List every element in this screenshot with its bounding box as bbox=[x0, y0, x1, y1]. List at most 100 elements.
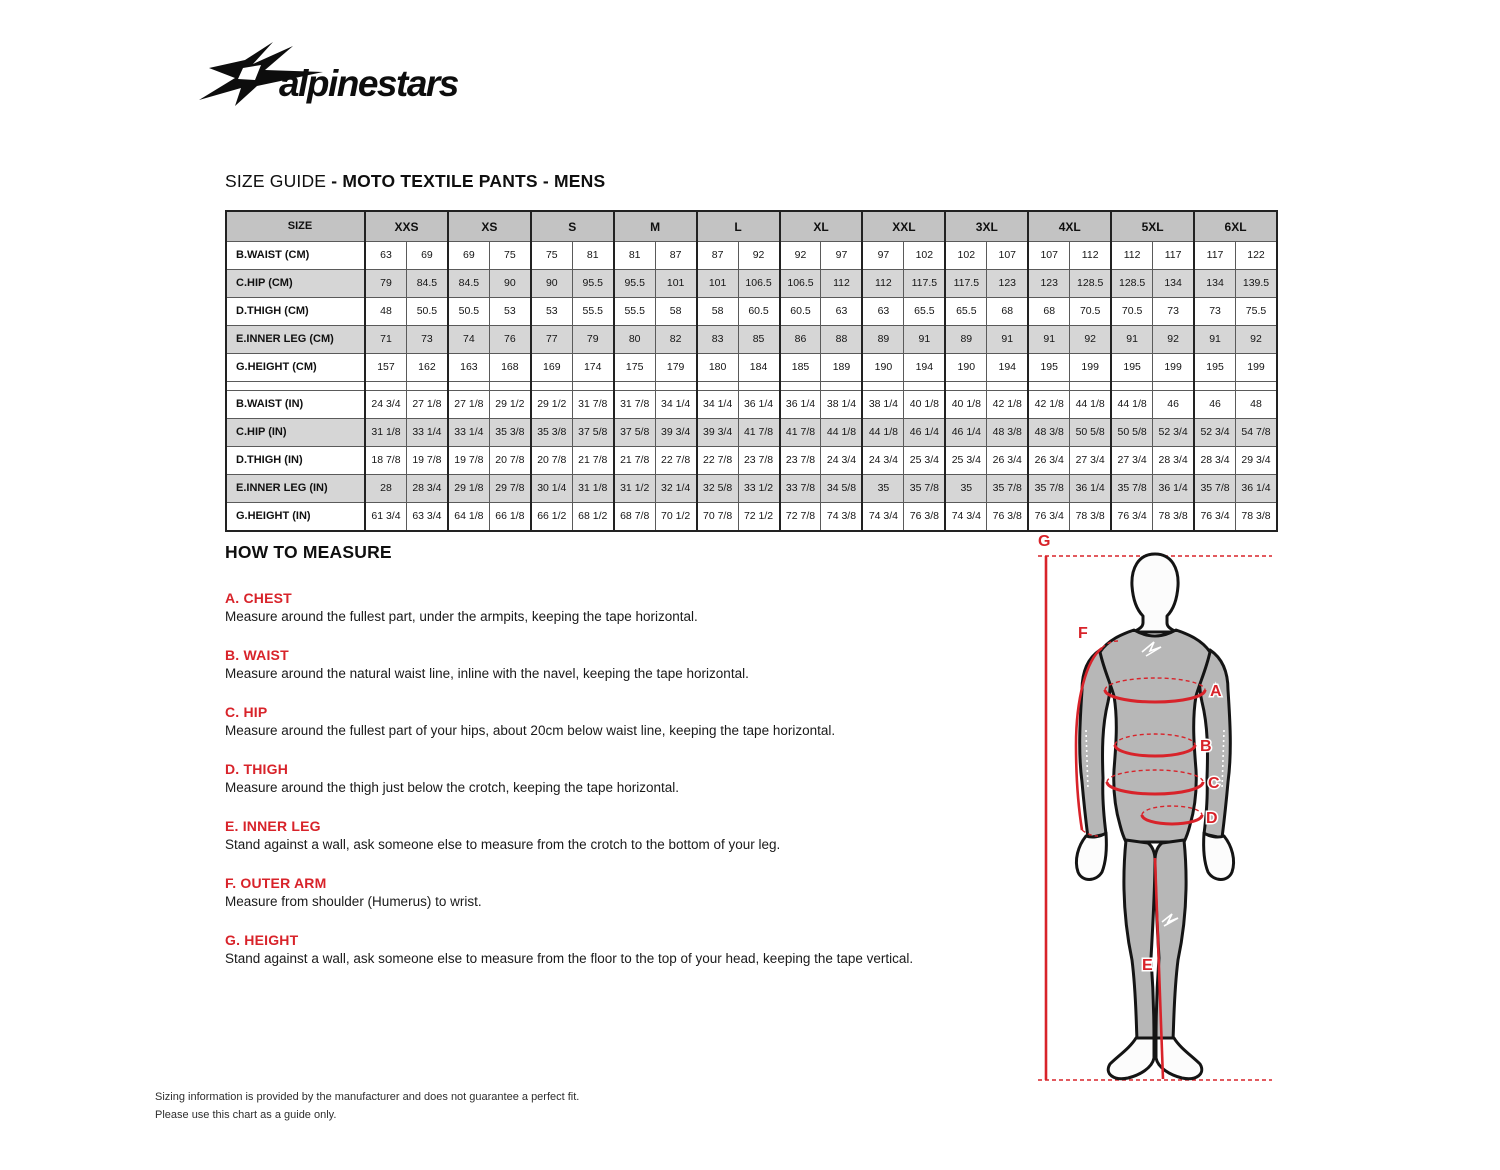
size-cell: 63 3/4 bbox=[405, 502, 449, 532]
size-cell: 122 bbox=[1235, 241, 1278, 270]
size-cell: 61 3/4 bbox=[363, 502, 407, 532]
size-cell: 39 3/4 bbox=[654, 418, 698, 447]
size-cell: 70 7/8 bbox=[695, 502, 739, 532]
how-to-measure-heading: HOW TO MEASURE bbox=[225, 542, 392, 562]
chest-line bbox=[1103, 689, 1207, 704]
size-cell: 74 3/4 bbox=[861, 502, 905, 532]
size-cell: 53 bbox=[488, 297, 532, 326]
size-cell: 39 3/4 bbox=[695, 418, 739, 447]
size-cell: 32 1/4 bbox=[654, 474, 698, 503]
size-cell: 89 bbox=[944, 325, 988, 354]
size-cell: 46 1/4 bbox=[903, 418, 946, 447]
size-cell: 29 1/2 bbox=[529, 390, 573, 419]
label-g: G bbox=[1038, 533, 1050, 550]
size-column-header-s: S bbox=[529, 210, 615, 242]
size-cell: 41 7/8 bbox=[778, 418, 822, 447]
size-cell: 64 1/8 bbox=[446, 502, 490, 532]
size-column-header-xl: XL bbox=[778, 210, 863, 242]
size-cell: 29 1/8 bbox=[446, 474, 490, 503]
left-leg bbox=[1122, 838, 1157, 1042]
size-cell: 76 3/8 bbox=[903, 502, 946, 532]
size-cell: 69 bbox=[405, 241, 449, 270]
size-column-header-5xl: 5XL bbox=[1110, 210, 1195, 242]
size-cell: 128.5 bbox=[1110, 269, 1154, 298]
size-cell: 36 1/4 bbox=[1069, 474, 1112, 503]
size-cell: 78 3/8 bbox=[1069, 502, 1112, 532]
size-cell: 91 bbox=[1193, 325, 1237, 354]
size-cell: 52 3/4 bbox=[1193, 418, 1237, 447]
chest-logo-mark bbox=[1141, 641, 1162, 657]
size-cell: 95.5 bbox=[571, 269, 615, 298]
logo-wordmark: alpinestars bbox=[279, 63, 459, 104]
measure-item-title: F. OUTER ARM bbox=[225, 875, 327, 891]
size-cell: 82 bbox=[654, 325, 698, 354]
measure-item-text: Measure around the natural waist line, i… bbox=[225, 666, 749, 681]
size-cell: 63 bbox=[820, 297, 863, 326]
size-cell: 123 bbox=[986, 269, 1029, 298]
size-cell: 29 7/8 bbox=[488, 474, 532, 503]
page-title: SIZE GUIDE - MOTO TEXTILE PANTS - MENS bbox=[225, 171, 605, 192]
size-cell: 21 7/8 bbox=[571, 446, 615, 475]
size-cell: 139.5 bbox=[1235, 269, 1278, 298]
size-cell: 199 bbox=[1152, 353, 1195, 382]
size-cell: 157 bbox=[363, 353, 407, 382]
size-cell: 76 3/4 bbox=[1193, 502, 1237, 532]
size-cell: 97 bbox=[861, 241, 905, 270]
measure-item-text: Measure from shoulder (Humerus) to wrist… bbox=[225, 894, 482, 909]
measure-item-text: Stand against a wall, ask someone else t… bbox=[225, 951, 914, 966]
size-cell: 75 bbox=[488, 241, 532, 270]
size-cell: 65.5 bbox=[903, 297, 946, 326]
disclaimer: Sizing information is provided by the ma… bbox=[155, 1088, 579, 1124]
size-cell: 40 1/8 bbox=[903, 390, 946, 419]
size-cell: 76 3/4 bbox=[1027, 502, 1071, 532]
size-cell: 70.5 bbox=[1110, 297, 1154, 326]
size-column-header-xs: XS bbox=[446, 210, 532, 242]
size-column-header-xxl: XXL bbox=[861, 210, 946, 242]
size-cell: 81 bbox=[612, 241, 656, 270]
size-cell: 29 3/4 bbox=[1235, 446, 1278, 475]
size-cell: 85 bbox=[737, 325, 781, 354]
size-cell: 112 bbox=[861, 269, 905, 298]
measure-item-title: D. THIGH bbox=[225, 761, 289, 777]
size-cell: 74 3/8 bbox=[820, 502, 863, 532]
size-cell: 123 bbox=[1027, 269, 1071, 298]
measure-item-inner-leg: E. INNER LEG Stand against a wall, ask s… bbox=[225, 818, 1055, 852]
size-cell: 189 bbox=[820, 353, 863, 382]
size-cell: 92 bbox=[737, 241, 781, 270]
size-cell: 84.5 bbox=[446, 269, 490, 298]
title-product: - MOTO TEXTILE PANTS - MENS bbox=[331, 171, 606, 191]
size-cell: 180 bbox=[695, 353, 739, 382]
size-cell: 195 bbox=[1193, 353, 1237, 382]
size-cell: 25 3/4 bbox=[944, 446, 988, 475]
alpinestars-logo: alpinestars bbox=[199, 42, 460, 106]
disclaimer-line-1: Sizing information is provided by the ma… bbox=[155, 1091, 580, 1103]
size-cell: 41 7/8 bbox=[737, 418, 781, 447]
measure-item-title: A. CHEST bbox=[225, 590, 292, 606]
size-cell: 194 bbox=[903, 353, 946, 382]
size-cell: 46 1/4 bbox=[944, 418, 988, 447]
size-cell: 35 7/8 bbox=[1193, 474, 1237, 503]
row-label: D.THIGH (IN) bbox=[225, 446, 366, 475]
label-b: B bbox=[1200, 738, 1212, 755]
size-cell: 31 1/8 bbox=[363, 418, 407, 447]
size-cell: 24 3/4 bbox=[861, 446, 905, 475]
size-cell: 79 bbox=[571, 325, 615, 354]
size-cell: 38 1/4 bbox=[820, 390, 863, 419]
size-cell: 35 3/8 bbox=[488, 418, 532, 447]
size-cell: 68 7/8 bbox=[612, 502, 656, 532]
table-row: B.WAIST (IN) 24 3/4 27 1/8 27 1/8 29 1/2 29 1… bbox=[225, 390, 1278, 419]
size-cell: 66 1/8 bbox=[488, 502, 532, 532]
size-cell: 23 7/8 bbox=[737, 446, 781, 475]
size-column-header-m: M bbox=[612, 210, 698, 242]
head bbox=[1130, 552, 1180, 634]
size-cell: 22 7/8 bbox=[654, 446, 698, 475]
size-cell: 44 1/8 bbox=[820, 418, 863, 447]
size-cell: 25 3/4 bbox=[903, 446, 946, 475]
size-cell: 112 bbox=[1069, 241, 1112, 270]
size-cell: 33 1/4 bbox=[446, 418, 490, 447]
size-cell: 40 1/8 bbox=[944, 390, 988, 419]
size-cell: 28 3/4 bbox=[405, 474, 449, 503]
size-cell: 50.5 bbox=[405, 297, 449, 326]
measure-item-text: Measure around the thigh just below the … bbox=[225, 780, 680, 795]
size-cell: 68 1/2 bbox=[571, 502, 615, 532]
